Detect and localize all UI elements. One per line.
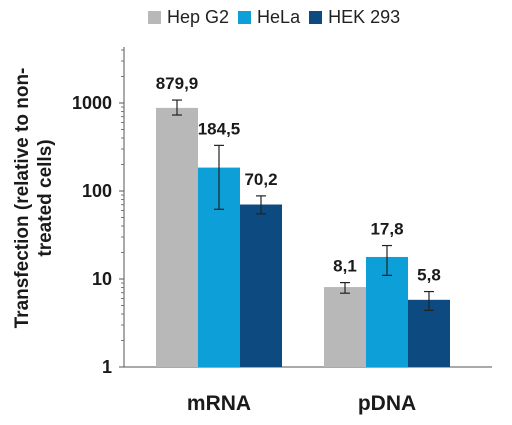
legend-item-hep-g2: Hep G2 xyxy=(148,7,229,28)
data-label-mrna-hek-293: 70,2 xyxy=(244,170,277,189)
y-tick-label: 1 xyxy=(102,357,112,377)
legend: Hep G2 HeLa HEK 293 xyxy=(148,7,409,28)
legend-label-hek-293: HEK 293 xyxy=(328,7,401,27)
legend-swatch-hela xyxy=(238,11,252,24)
y-tick-label: 100 xyxy=(82,181,112,201)
bar-mrna-hek-293 xyxy=(240,204,282,367)
y-tick-label: 10 xyxy=(92,269,112,289)
bar-pdna-hek-293 xyxy=(408,299,450,367)
data-label-pdna-hela: 17,8 xyxy=(370,220,403,239)
bar-pdna-hep-g2 xyxy=(324,287,366,367)
legend-item-hela: HeLa xyxy=(238,7,300,28)
legend-label-hela: HeLa xyxy=(257,7,301,27)
y-tick-label: 1000 xyxy=(72,93,112,113)
data-label-pdna-hek-293: 5,8 xyxy=(417,266,441,285)
data-label-mrna-hep-g2: 879,9 xyxy=(156,74,199,93)
legend-item-hek-293: HEK 293 xyxy=(309,7,400,28)
legend-label-hep-g2: Hep G2 xyxy=(167,7,230,27)
data-label-mrna-hela: 184,5 xyxy=(198,119,241,138)
data-label-pdna-hep-g2: 8,1 xyxy=(333,257,357,276)
x-tick-label-pdna: pDNA xyxy=(358,392,416,415)
x-tick-label-mrna: mRNA xyxy=(187,392,251,415)
legend-swatch-hep-g2 xyxy=(148,11,161,24)
bar-mrna-hep-g2 xyxy=(156,107,198,368)
legend-swatch-hek-293 xyxy=(309,11,323,24)
